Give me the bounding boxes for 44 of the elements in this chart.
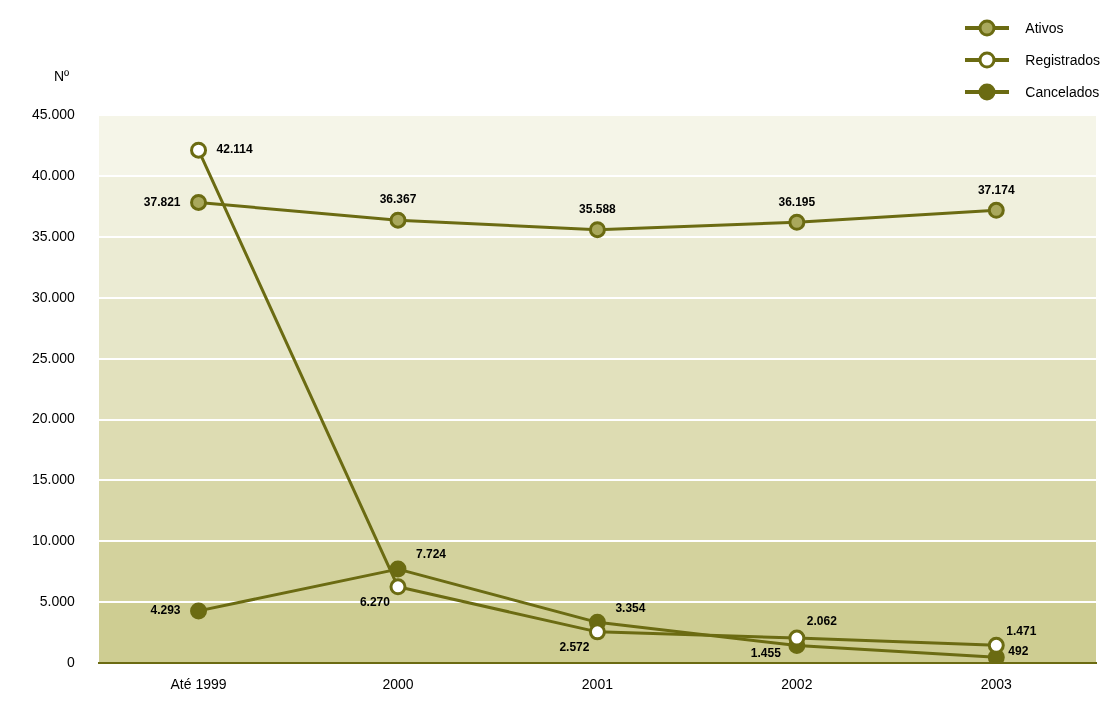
point — [788, 213, 806, 231]
data-label: 35.588 — [579, 201, 617, 216]
y-tick-label: 20.000 — [31, 410, 76, 427]
data-label: 2.062 — [806, 614, 838, 629]
data-label: 492 — [1008, 643, 1029, 658]
data-label: 37.821 — [143, 194, 181, 209]
x-tick-label: 2001 — [581, 676, 614, 693]
y-tick-label: 0 — [67, 654, 76, 671]
legend-label: Registrados — [1025, 52, 1100, 68]
y-axis-title: Nº — [54, 68, 70, 84]
data-label: 2.572 — [559, 640, 590, 655]
x-tick-label: 2000 — [382, 676, 414, 693]
y-tick-label: 35.000 — [31, 227, 76, 244]
data-label: 1.471 — [1006, 623, 1037, 638]
y-tick-label: 30.000 — [31, 288, 76, 305]
data-label: 6.270 — [359, 595, 391, 610]
y-tick-label: 5.000 — [39, 593, 76, 610]
x-tick-label: 2003 — [980, 676, 1013, 693]
data-label: 1.455 — [750, 645, 782, 660]
point — [987, 636, 1005, 654]
y-tick-label: 45.000 — [31, 105, 76, 122]
point — [389, 211, 407, 229]
point — [389, 578, 407, 596]
y-tick-label: 15.000 — [31, 471, 76, 488]
point — [588, 221, 606, 239]
point — [190, 141, 208, 159]
point — [190, 193, 208, 211]
x-tick-label: 2002 — [781, 676, 813, 693]
x-tick-label: Até 1999 — [170, 676, 227, 693]
data-label: 7.724 — [415, 547, 447, 562]
point — [389, 560, 407, 578]
data-label: 36.195 — [778, 194, 816, 209]
point — [190, 602, 208, 620]
data-label: 4.293 — [150, 603, 181, 618]
data-label: 3.354 — [615, 600, 646, 615]
data-label: 42.114 — [216, 142, 253, 157]
y-tick-label: 40.000 — [31, 166, 76, 183]
legend-label: Ativos — [1025, 20, 1064, 36]
legend-label: Cancelados — [1025, 84, 1100, 100]
y-tick-label: 25.000 — [31, 349, 76, 366]
data-label: 36.367 — [379, 192, 417, 207]
point — [987, 201, 1005, 219]
y-tick-label: 10.000 — [31, 532, 76, 549]
data-label: 37.174 — [977, 182, 1015, 197]
